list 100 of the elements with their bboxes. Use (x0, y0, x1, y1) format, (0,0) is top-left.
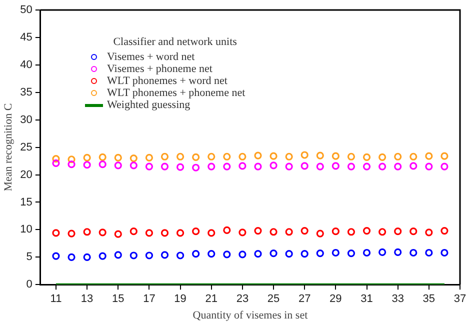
point (425, 248, 433, 257)
point (238, 162, 246, 170)
point (176, 229, 184, 237)
point (160, 229, 169, 237)
y-tick-label: 5 (26, 251, 32, 264)
point (83, 161, 91, 169)
point (410, 228, 418, 236)
point (130, 252, 138, 260)
point (130, 154, 138, 162)
point (114, 251, 122, 259)
y-tick-label: 25 (20, 141, 32, 154)
point (410, 152, 418, 160)
point (440, 152, 448, 160)
point (98, 228, 106, 236)
point (440, 162, 448, 170)
x-tick-label: 13 (80, 293, 94, 306)
point (52, 229, 60, 237)
legend-label: Weighted guessing (107, 99, 190, 111)
point (316, 162, 324, 170)
point (98, 252, 106, 260)
legend-label: Visemes + word net (107, 51, 195, 63)
point (362, 226, 371, 235)
point (145, 154, 154, 162)
point (223, 162, 231, 170)
point (238, 228, 246, 236)
point (254, 226, 262, 235)
point (332, 162, 340, 170)
x-tick-label: 33 (392, 293, 404, 306)
point (208, 229, 216, 237)
x-axis-title: Quantity of visemes in set (192, 309, 308, 322)
x-tick-label: 23 (236, 293, 249, 306)
x-tick-label: 11 (50, 293, 62, 306)
x-tick-label: 37 (454, 293, 466, 306)
point (300, 226, 308, 235)
point (347, 152, 356, 160)
point (332, 248, 340, 257)
y-tick-label: 10 (20, 224, 32, 236)
point (208, 162, 216, 170)
point (316, 152, 324, 160)
point (238, 152, 246, 160)
point (223, 152, 231, 160)
point (223, 250, 231, 258)
x-tick-label: 25 (267, 293, 280, 306)
point (270, 152, 278, 160)
point (192, 164, 200, 172)
y-tick-label: 45 (20, 31, 32, 44)
point (176, 163, 184, 171)
point (270, 228, 278, 236)
point (362, 153, 371, 161)
legend-title: Classifier and network units (112, 36, 238, 48)
y-axis-title: Mean recognition C (2, 103, 14, 192)
point (362, 248, 371, 257)
point (52, 155, 60, 163)
y-tick-label: 35 (20, 86, 32, 98)
point (270, 162, 278, 170)
point (425, 162, 433, 170)
point (285, 162, 293, 170)
point (316, 249, 324, 258)
point (68, 253, 76, 261)
point (52, 159, 60, 168)
point (52, 252, 60, 260)
point (440, 226, 448, 235)
point (394, 228, 402, 236)
point (300, 162, 308, 170)
point (192, 153, 200, 161)
point (378, 248, 386, 256)
point (145, 162, 154, 170)
point (145, 229, 154, 237)
point (160, 162, 169, 170)
x-tick-label: 29 (330, 293, 342, 306)
point (316, 230, 324, 238)
point (223, 226, 231, 234)
point (410, 248, 418, 257)
point (300, 250, 308, 258)
x-tick-label: 35 (422, 293, 436, 306)
point (83, 228, 91, 236)
y-tick-label: 50 (20, 4, 32, 16)
point (425, 228, 433, 236)
point (378, 162, 386, 170)
point (114, 230, 122, 238)
point (378, 153, 386, 161)
point (410, 162, 418, 170)
point (130, 162, 138, 170)
point (238, 250, 246, 258)
x-tick-label: 17 (143, 293, 156, 306)
point (176, 252, 184, 260)
point (160, 251, 169, 259)
point (332, 228, 340, 236)
point (68, 230, 76, 238)
point (130, 228, 138, 236)
point (192, 250, 200, 258)
y-tick-label: 20 (20, 168, 32, 181)
point (160, 152, 169, 160)
legend-label: WLT phonemes + word net (107, 75, 228, 87)
y-tick-label: 15 (20, 196, 32, 208)
point (347, 228, 356, 236)
point (145, 252, 154, 260)
point (68, 156, 76, 164)
point (208, 250, 216, 258)
x-tick-label: 31 (360, 293, 373, 306)
